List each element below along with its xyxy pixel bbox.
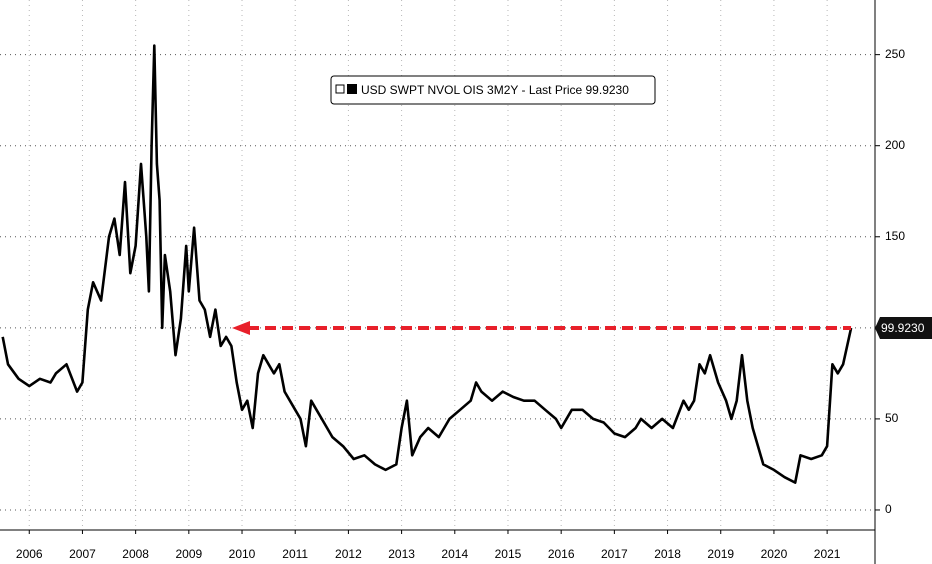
last-price-label: 99.9230: [881, 321, 925, 335]
x-tick-label: 2013: [388, 547, 415, 561]
x-tick-label: 2011: [282, 547, 308, 561]
x-tick-label: 2017: [601, 547, 628, 561]
last-price-box: [875, 316, 932, 339]
x-tick-label: 2009: [175, 547, 202, 561]
y-tick-label: 50: [885, 411, 899, 425]
y-tick-label: 250: [885, 47, 905, 61]
x-tick-label: 2015: [495, 547, 522, 561]
x-tick-label: 2012: [335, 547, 362, 561]
x-tick-label: 2020: [761, 547, 788, 561]
y-tick-label: 0: [885, 502, 892, 516]
x-tick-label: 2007: [69, 547, 96, 561]
x-tick-label: 2014: [441, 547, 468, 561]
legend-swatch-outline: [335, 84, 345, 94]
legend-box: [330, 75, 656, 105]
x-tick-label: 2021: [814, 547, 841, 561]
x-tick-label: 2006: [16, 547, 43, 561]
legend: USD SWPT NVOL OIS 3M2Y - Last Price 99.9…: [330, 75, 656, 105]
x-tick-label: 2016: [548, 547, 575, 561]
x-tick-label: 2008: [122, 547, 149, 561]
legend-label: USD SWPT NVOL OIS 3M2Y - Last Price 99.9…: [361, 83, 629, 97]
legend-swatch: [347, 84, 357, 94]
y-tick-label: 150: [885, 229, 905, 243]
x-tick-label: 2018: [654, 547, 681, 561]
series-line: [1, 44, 853, 484]
x-tick-label: 2019: [707, 547, 734, 561]
x-tick-label: 2010: [229, 547, 256, 561]
y-tick-label: 200: [885, 138, 905, 152]
arrow-head: [232, 320, 250, 335]
last-price-tag: 99.9230: [875, 316, 932, 339]
